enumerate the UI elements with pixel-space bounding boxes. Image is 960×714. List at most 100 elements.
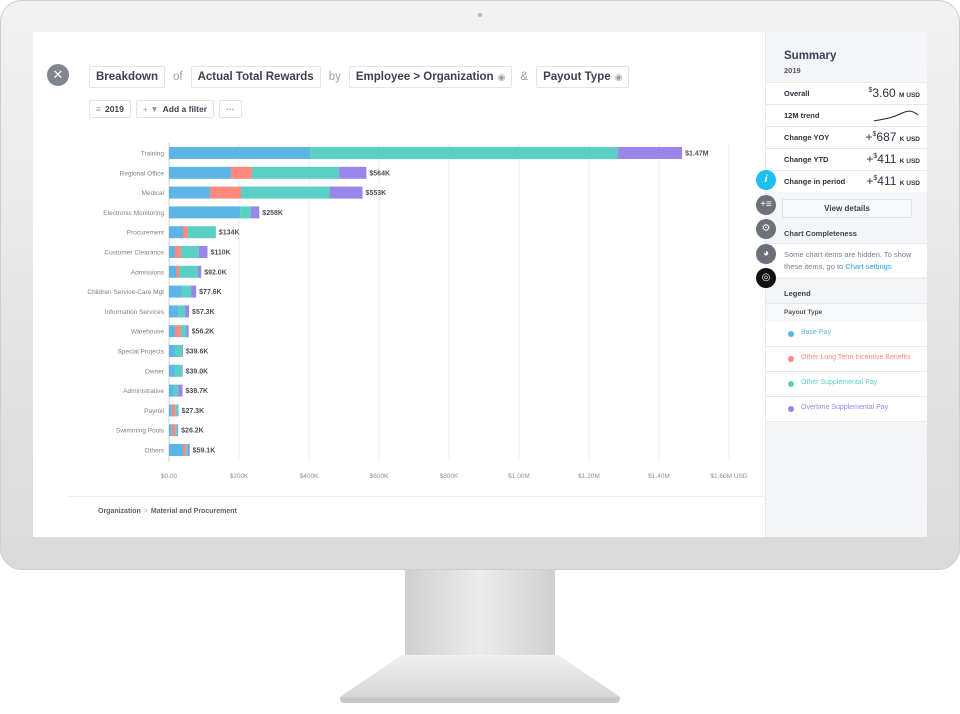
amp-connector: & xyxy=(520,71,529,83)
total-label: $92.0K xyxy=(204,269,227,276)
eye-icon[interactable]: ◉ xyxy=(497,72,506,82)
bar-segment[interactable] xyxy=(169,325,175,338)
bar-segment[interactable] xyxy=(169,265,176,278)
bar-segment[interactable] xyxy=(180,325,187,338)
total-label: $1.47M xyxy=(685,151,709,158)
dimension2-label: Payout Type xyxy=(543,71,611,83)
palette-icon[interactable]: ◕ xyxy=(756,243,776,264)
bar-segment[interactable] xyxy=(169,364,175,377)
dimension2-pill[interactable]: Payout Type ◉ xyxy=(536,66,630,88)
bar-segment[interactable] xyxy=(178,384,183,397)
legend-item[interactable]: Other Supplemental Pay xyxy=(766,372,927,397)
x-tick-label: $1.00M xyxy=(508,473,530,480)
breadcrumb-root[interactable]: Organization xyxy=(98,508,141,515)
bar-segment[interactable] xyxy=(169,246,175,258)
category-label: Owner xyxy=(145,368,165,375)
bar-segment[interactable] xyxy=(179,265,199,278)
bar-segment[interactable] xyxy=(175,424,178,437)
bar-segment[interactable] xyxy=(169,147,311,159)
gear-icon[interactable]: ⚙ xyxy=(756,219,776,239)
bar-segment[interactable] xyxy=(198,246,208,258)
year-filter[interactable]: ≡ 2019 xyxy=(89,100,131,118)
bar-segment[interactable] xyxy=(187,226,216,239)
breadcrumb-separator: > xyxy=(143,508,148,515)
bar-segment[interactable] xyxy=(171,424,176,437)
bar-segment[interactable] xyxy=(169,285,182,298)
legend-title: Legend xyxy=(784,289,811,298)
bar-segment[interactable] xyxy=(173,384,179,397)
bar-segment[interactable] xyxy=(174,246,181,258)
add-filter-label: Add a filter xyxy=(162,104,208,114)
category-label: Procurement xyxy=(127,230,164,237)
bar-segment[interactable] xyxy=(180,246,199,258)
legend-item[interactable]: Base Pay xyxy=(766,322,927,347)
category-label: Admissions xyxy=(131,269,165,276)
legend-item-label: Base Pay xyxy=(801,329,831,336)
bar-segment[interactable] xyxy=(177,424,179,437)
summary-row-value: +$411 K USD xyxy=(866,152,920,166)
bar-segment[interactable] xyxy=(169,345,175,357)
metric-pill[interactable]: Actual Total Rewards xyxy=(190,66,321,88)
bar-segment[interactable] xyxy=(185,444,188,456)
bar-segment[interactable] xyxy=(176,265,180,278)
bar-segment[interactable] xyxy=(186,325,189,338)
bar-segment[interactable] xyxy=(174,364,182,377)
bar-segment[interactable] xyxy=(174,345,182,357)
close-button[interactable]: ✕ xyxy=(47,64,69,86)
bar-segment[interactable] xyxy=(191,285,197,298)
bar-segment[interactable] xyxy=(169,206,241,219)
view-details-button[interactable]: View details xyxy=(782,199,912,218)
year-label: 2019 xyxy=(104,104,124,114)
legend-dot-icon xyxy=(788,381,794,387)
bar-segment[interactable] xyxy=(169,305,179,318)
breakdown-pill[interactable]: Breakdown xyxy=(89,66,165,88)
bar-segment[interactable] xyxy=(185,305,190,318)
bar-segment[interactable] xyxy=(169,404,172,417)
bar-segment[interactable] xyxy=(339,166,367,179)
legend-item[interactable]: Other Long Term Incentive Benefits xyxy=(766,347,927,372)
legend-dot-icon xyxy=(788,356,794,362)
chart-settings-link[interactable]: Chart settings xyxy=(845,262,892,271)
bar-segment[interactable] xyxy=(171,404,176,417)
bar-segment[interactable] xyxy=(169,166,231,179)
bar-segment[interactable] xyxy=(250,206,260,219)
bar-segment[interactable] xyxy=(251,166,340,179)
category-label: Customer Clearance xyxy=(104,250,164,257)
bar-segment[interactable] xyxy=(183,226,188,239)
bar-segment[interactable] xyxy=(181,364,183,377)
add-list-icon[interactable]: +≡ xyxy=(756,194,776,215)
eye-icon[interactable]: ◉ xyxy=(614,72,623,82)
bar-segment[interactable] xyxy=(209,186,242,199)
monitor-stand-neck xyxy=(405,570,555,656)
bar-segment[interactable] xyxy=(330,186,363,199)
bar-segment[interactable] xyxy=(241,186,330,199)
screenshot-icon[interactable]: ◎ xyxy=(756,268,776,288)
completeness-note: Some chart items are hidden. To show the… xyxy=(784,249,924,273)
bar-segment[interactable] xyxy=(618,147,683,159)
bar-segment[interactable] xyxy=(169,424,172,437)
summary-row-label: 12M trend xyxy=(784,111,820,120)
add-filter-button[interactable]: + ▼ Add a filter xyxy=(135,100,215,118)
bar-segment[interactable] xyxy=(178,305,186,318)
bar-segment[interactable] xyxy=(175,404,179,417)
bar-segment[interactable] xyxy=(169,186,210,199)
bar-segment[interactable] xyxy=(183,444,186,456)
info-icon[interactable]: i xyxy=(756,170,776,190)
bar-segment[interactable] xyxy=(240,206,251,219)
legend-item[interactable]: Overtime Supplemental Pay xyxy=(766,397,927,422)
bar-segment[interactable] xyxy=(187,444,190,456)
summary-row: Change in period +$411 K USD xyxy=(766,170,927,192)
more-button[interactable]: ··· xyxy=(219,100,242,118)
completeness-text: Some chart items are hidden. To show the… xyxy=(784,250,912,271)
bar-segment[interactable] xyxy=(169,226,183,239)
bar-segment[interactable] xyxy=(230,166,252,179)
bar-segment[interactable] xyxy=(169,384,174,397)
bar-segment[interactable] xyxy=(169,444,183,456)
dimension1-pill[interactable]: Employee > Organization ◉ xyxy=(348,66,513,88)
bar-segment[interactable] xyxy=(181,285,192,298)
bar-segment[interactable] xyxy=(181,345,183,357)
app-screen: ✕ Breakdown of Actual Total Rewards by E… xyxy=(33,32,927,537)
bar-segment[interactable] xyxy=(198,265,202,278)
bar-segment[interactable] xyxy=(310,147,619,159)
bar-segment[interactable] xyxy=(174,325,181,338)
